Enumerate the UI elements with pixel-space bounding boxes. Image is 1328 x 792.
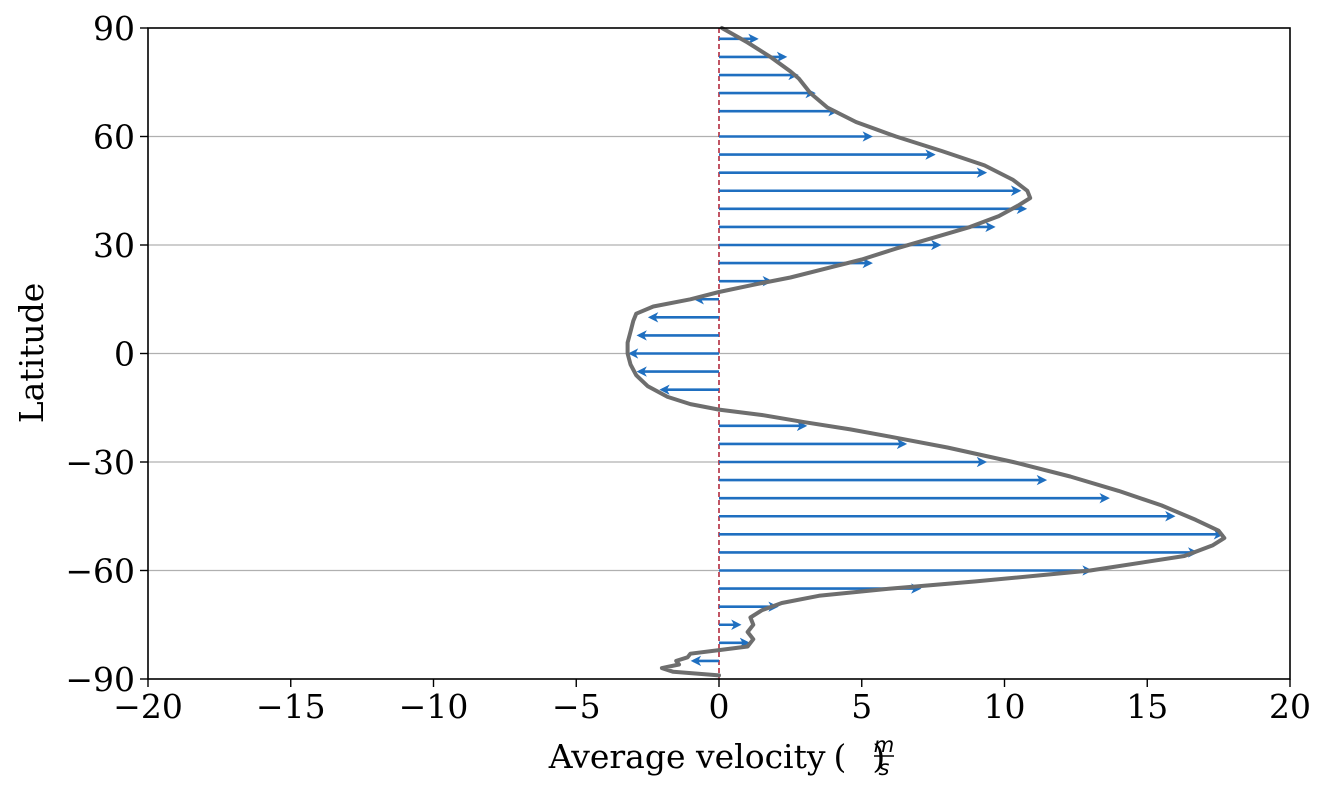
velocity-arrows	[627, 33, 1225, 667]
x-axis-unit-denominator: s	[879, 756, 890, 780]
x-tick-label: 0	[709, 687, 730, 726]
x-tick-label: −20	[113, 687, 183, 726]
x-tick-label: 5	[851, 687, 872, 726]
y-tick-label: 90	[93, 9, 135, 48]
y-axis-ticks: −90 −60 −30 0 30 60 90	[65, 9, 148, 699]
x-axis-ticks: −20 −15 −10 −5 0 5 10 15 20	[113, 679, 1311, 726]
y-tick-label: 0	[114, 335, 135, 374]
y-tick-label: −30	[65, 443, 135, 482]
y-tick-label: 60	[93, 118, 135, 157]
x-tick-label: −5	[552, 687, 601, 726]
x-axis-title-text: Average velocity	[548, 737, 826, 776]
y-tick-label: 30	[93, 226, 135, 265]
velocity-profile-line	[625, 26, 1227, 678]
x-tick-label: 15	[1126, 687, 1168, 726]
x-tick-label: 10	[984, 687, 1026, 726]
x-axis-title: Average velocity()	[548, 737, 886, 776]
y-axis-title: Latitude	[12, 283, 51, 424]
x-tick-label: −15	[256, 687, 326, 726]
x-axis-unit-numerator: m	[874, 733, 894, 757]
x-tick-label: 20	[1269, 687, 1311, 726]
y-tick-label: −60	[65, 552, 135, 591]
x-tick-label: −10	[399, 687, 469, 726]
velocity-profile-group	[625, 26, 1227, 678]
y-tick-label: −90	[65, 660, 135, 699]
